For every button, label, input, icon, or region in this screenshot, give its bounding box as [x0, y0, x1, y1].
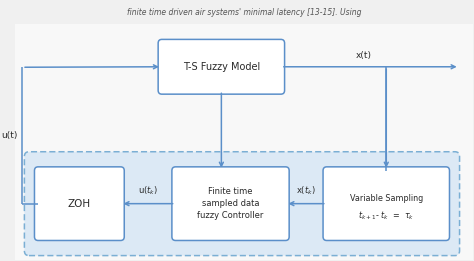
Text: ZOH: ZOH	[68, 199, 91, 209]
FancyBboxPatch shape	[158, 39, 284, 94]
Text: $t_{k+1}$- $t_k$  =  $\tau_k$: $t_{k+1}$- $t_k$ = $\tau_k$	[358, 209, 414, 222]
FancyBboxPatch shape	[172, 167, 289, 240]
FancyBboxPatch shape	[323, 167, 449, 240]
Text: x($t_k$): x($t_k$)	[296, 184, 316, 197]
Text: T-S Fuzzy Model: T-S Fuzzy Model	[183, 62, 260, 72]
Text: Variable Sampling: Variable Sampling	[350, 194, 423, 203]
FancyBboxPatch shape	[15, 24, 474, 260]
Text: u($t_k$): u($t_k$)	[138, 184, 158, 197]
Text: finite time driven air systems' minimal latency [13-15]. Using: finite time driven air systems' minimal …	[127, 8, 362, 17]
Text: Finite time
sampled data
fuzzy Controller: Finite time sampled data fuzzy Controlle…	[197, 187, 264, 220]
FancyBboxPatch shape	[35, 167, 124, 240]
Text: x(t): x(t)	[356, 51, 371, 60]
FancyBboxPatch shape	[24, 152, 460, 256]
Text: u(t): u(t)	[1, 131, 18, 140]
